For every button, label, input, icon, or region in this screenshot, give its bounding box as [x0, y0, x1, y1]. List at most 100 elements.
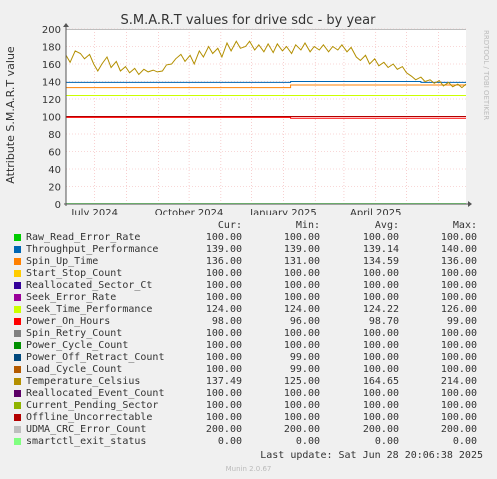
legend-max-value: 136.00 [440, 256, 477, 267]
y-tick-label: 120 [42, 95, 61, 106]
series-line-power-on-hours [66, 116, 466, 119]
x-tick-label: April 2025 [350, 208, 401, 215]
legend-min-value: 131.00 [283, 256, 320, 267]
legend-cur-value: 124.00 [205, 304, 242, 315]
legend-swatch [14, 330, 21, 337]
legend-row: Load_Cycle_Count 100.00 99.00 100.00 100.00 [12, 364, 487, 376]
legend-min-value: 99.00 [289, 352, 320, 363]
legend-swatch [14, 366, 21, 373]
legend-row: UDMA_CRC_Error_Count 200.00 200.00 200.00 20… [12, 424, 487, 436]
legend-cur-value: 100.00 [205, 340, 242, 351]
legend-min-value: 100.00 [283, 328, 320, 339]
rrdtool-watermark: RRDTOOL / TOBI OETIKER [482, 30, 490, 120]
legend-avg-value: 100.00 [362, 232, 399, 243]
legend-avg-value: 124.22 [362, 304, 399, 315]
legend-row: Start_Stop_Count 100.00 100.00 100.00 100.00 [12, 268, 487, 280]
legend-min-value: 99.00 [289, 364, 320, 375]
legend-min-value: 0.00 [295, 436, 320, 447]
y-tick-label: 80 [48, 130, 61, 141]
legend-cur-value: 0.00 [217, 436, 242, 447]
legend-swatch [14, 390, 21, 397]
legend-cur-value: 100.00 [205, 352, 242, 363]
legend-max-value: 100.00 [440, 340, 477, 351]
legend-series-name: Offline_Uncorrectable [26, 412, 153, 423]
legend-header-cur: Cur: [217, 220, 242, 231]
legend-swatch [14, 402, 21, 409]
legend-header-max: Max: [452, 220, 477, 231]
legend-row: Power_Off_Retract_Count 100.00 99.00 100.00… [12, 352, 487, 364]
legend-series-name: Power_Off_Retract_Count [26, 352, 165, 363]
legend-max-value: 100.00 [440, 268, 477, 279]
legend-max-value: 100.00 [440, 292, 477, 303]
legend-avg-value: 100.00 [362, 340, 399, 351]
y-tick-label: 100 [42, 113, 61, 124]
legend-avg-value: 100.00 [362, 352, 399, 363]
legend-max-value: 100.00 [440, 400, 477, 411]
legend-swatch [14, 438, 21, 445]
legend-series-name: Spin_Retry_Count [26, 328, 123, 339]
legend-series-name: Reallocated_Event_Count [26, 388, 165, 399]
legend-header-min: Min: [295, 220, 320, 231]
legend-avg-value: 100.00 [362, 268, 399, 279]
legend-swatch [14, 270, 21, 277]
legend-avg-value: 100.00 [362, 412, 399, 423]
legend-swatch [14, 318, 21, 325]
y-tick-label: 140 [42, 78, 61, 89]
legend-swatch [14, 354, 21, 361]
legend-swatch [14, 426, 21, 433]
legend-row: Power_Cycle_Count 100.00 100.00 100.00 100.0… [12, 340, 487, 352]
legend-min-value: 100.00 [283, 388, 320, 399]
legend-min-value: 200.00 [283, 424, 320, 435]
legend-swatch [14, 378, 21, 385]
legend-min-value: 100.00 [283, 292, 320, 303]
x-tick-label: July 2024 [70, 208, 118, 215]
legend-row: Spin_Up_Time 136.00 131.00 134.59 136.00 [12, 256, 487, 268]
legend-cur-value: 98.00 [211, 316, 242, 327]
legend-header: Cur: Min: Avg: Max: [12, 220, 487, 232]
legend-min-value: 96.00 [289, 316, 320, 327]
legend-max-value: 126.00 [440, 304, 477, 315]
legend-max-value: 99.00 [446, 316, 477, 327]
x-tick-labels: July 2024 October 2024 January 2025 April 2… [70, 208, 401, 215]
legend-row: Reallocated_Event_Count 100.00 100.00 100.0… [12, 388, 487, 400]
legend-cur-value: 100.00 [205, 412, 242, 423]
legend-row: Throughput_Performance 139.00 139.00 139.14… [12, 244, 487, 256]
x-axis-arrow [468, 201, 472, 207]
legend-min-value: 100.00 [283, 280, 320, 291]
legend-avg-value: 200.00 [362, 424, 399, 435]
legend-row: Offline_Uncorrectable 100.00 100.00 100.00 1… [12, 412, 487, 424]
y-tick-label: 180 [42, 43, 61, 54]
legend-cur-value: 100.00 [205, 232, 242, 243]
legend-series-name: Load_Cycle_Count [26, 364, 123, 375]
legend-cur-value: 100.00 [205, 328, 242, 339]
legend-avg-value: 0.00 [374, 436, 399, 447]
legend-series-name: Power_On_Hours [26, 316, 111, 327]
legend-row: Current_Pending_Sector 100.00 100.00 100.00… [12, 400, 487, 412]
legend-min-value: 100.00 [283, 268, 320, 279]
legend-cur-value: 139.00 [205, 244, 242, 255]
legend-row: Reallocated_Sector_Ct 100.00 100.00 100.00 1… [12, 280, 487, 292]
legend-avg-value: 164.65 [362, 376, 399, 387]
legend-max-value: 100.00 [440, 280, 477, 291]
legend-max-value: 100.00 [440, 232, 477, 243]
legend-max-value: 140.00 [440, 244, 477, 255]
legend-avg-value: 98.70 [368, 316, 399, 327]
legend-max-value: 0.00 [452, 436, 477, 447]
legend-cur-value: 100.00 [205, 268, 242, 279]
legend-series-name: smartctl_exit_status [26, 436, 147, 447]
legend-avg-value: 100.00 [362, 328, 399, 339]
chart-area: S.M.A.R.T values for drive sdc - by year… [4, 13, 490, 215]
legend-table: Cur: Min: Avg: Max: Raw_Read_Error_Rate 1… [12, 220, 487, 448]
y-tick-label: 40 [48, 165, 61, 176]
legend-row: smartctl_exit_status 0.00 0.00 0.00 0.00 [12, 436, 487, 448]
legend-cur-value: 137.49 [205, 376, 242, 387]
series-line-spin-up-time [66, 84, 466, 89]
legend-avg-value: 139.14 [362, 244, 399, 255]
legend-avg-value: 134.59 [362, 256, 399, 267]
legend-max-value: 100.00 [440, 352, 477, 363]
y-tick-labels: 0 20 40 60 80 100 120 140 160 180 200 [42, 25, 61, 211]
legend-max-value: 200.00 [440, 424, 477, 435]
series-lines [65, 29, 467, 204]
legend-series-name: Current_Pending_Sector [26, 400, 159, 411]
